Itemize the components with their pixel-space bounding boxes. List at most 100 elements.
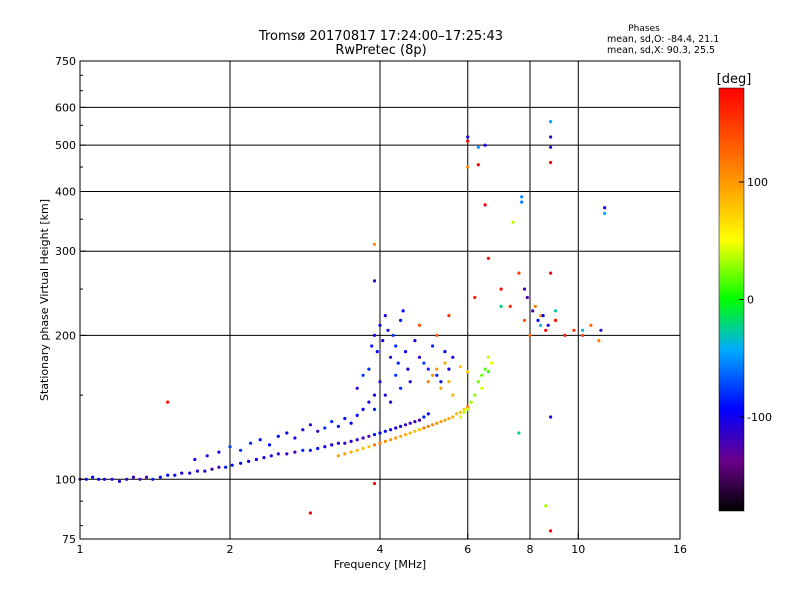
data-point [361,407,365,411]
data-point [372,279,377,283]
data-point [367,445,371,449]
y-tick-label: 100 [55,473,76,486]
data-point [480,386,484,390]
data-point [394,373,398,377]
data-point [544,328,548,332]
data-point [383,314,387,318]
data-point [330,420,334,424]
data-point [336,441,340,445]
data-point [91,475,95,479]
data-point [110,477,114,481]
data-point [413,339,417,343]
data-point [549,145,553,149]
data-point [458,415,462,419]
x-tick-label: 1 [77,543,84,556]
stats-heading: Phases [628,24,660,34]
data-point [447,416,451,421]
data-point [84,477,88,481]
data-point [476,380,480,384]
data-point [572,328,576,332]
data-point [486,370,490,374]
data-point [581,333,585,337]
data-point [469,400,473,404]
data-point [435,333,439,337]
data-point [267,443,272,447]
data-point [217,450,221,454]
data-point [330,443,334,447]
data-point [581,328,585,332]
data-point [462,410,466,414]
data-point [539,323,543,327]
data-point [451,415,455,419]
y-axis-ticks: 75 100 200 300 400 500 600 750 [55,55,86,546]
data-point [435,367,439,371]
data-point [413,420,417,424]
data-point [399,386,403,390]
data-point [426,380,430,384]
data-point [188,471,192,475]
data-point [536,318,540,322]
stats-x-mode: mean, sd,X: 90.3, 25.5 [607,45,715,56]
data-point [249,441,253,445]
y-tick-label: 75 [62,533,76,546]
data-point [372,443,377,447]
data-point [486,256,490,260]
data-point [228,445,232,449]
y-tick-label: 400 [55,185,76,198]
data-point [386,328,390,332]
data-point [422,415,426,419]
data-point [372,407,377,411]
data-point [355,386,359,390]
data-point [239,448,243,452]
data-point [394,344,398,348]
data-point [466,407,470,411]
data-point [499,304,503,308]
data-point [603,206,607,210]
x-axis-ticks: 1 2 4 6 8 10 16 [77,533,687,556]
data-point [367,400,371,404]
data-point [293,450,297,454]
x-tick-label: 8 [527,543,534,556]
data-point [549,135,553,139]
data-point [597,339,601,343]
data-point [431,344,435,348]
y-tick-label: 300 [55,245,76,258]
data-point [458,410,462,414]
data-point [520,195,524,199]
data-point [308,511,312,515]
data-point [396,361,400,365]
data-point [224,465,228,469]
data-point [466,135,470,139]
data-point [276,452,280,456]
data-point [372,433,377,437]
data-point [483,143,487,147]
data-point [473,295,477,300]
data-point [355,413,359,417]
data-point [533,304,537,308]
data-point [166,400,170,404]
data-point [258,438,262,442]
data-point [546,323,550,327]
data-point [401,309,405,313]
data-point [466,370,470,374]
data-point [431,423,435,427]
x-tick-label: 6 [464,543,471,556]
data-point [473,393,477,397]
data-point [413,429,417,433]
data-point [343,452,347,456]
data-point [476,163,480,167]
data-point [173,473,177,477]
data-point [336,454,340,458]
data-point [158,475,162,479]
data-point [549,160,553,165]
grid-lines [80,61,680,539]
data-point [349,421,353,425]
data-point [389,355,393,359]
data-point [180,471,184,475]
data-point [323,445,327,449]
data-point [422,361,426,365]
data-point [417,355,422,359]
data-point [375,350,379,354]
data-point [378,380,382,384]
data-point [316,446,320,451]
